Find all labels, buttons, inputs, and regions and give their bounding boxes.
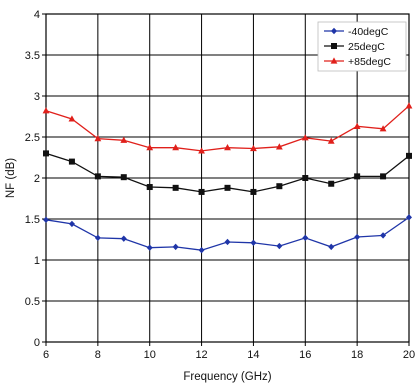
- x-tick-label-6: 6: [43, 349, 49, 361]
- point-85degc-x18: [353, 122, 361, 129]
- point-85degc-x17: [327, 137, 335, 144]
- point-25degc-x6: [43, 150, 49, 157]
- point-85degc-x10: [146, 144, 154, 151]
- legend: -40degC 25degC +85degC: [317, 21, 407, 72]
- point-25degc-x17: [328, 180, 335, 187]
- series-25degc: [43, 150, 412, 195]
- x-axis-ticks: 6 8 10 12 14 16 18 20: [43, 342, 415, 361]
- point-40degc-x8: [94, 234, 101, 242]
- point-25degc-x12: [198, 188, 205, 195]
- point-25degc-x10: [146, 184, 153, 191]
- point-40degc-x19: [380, 232, 387, 239]
- point-85degc-x9: [120, 136, 128, 143]
- point-40degc-x10: [146, 244, 153, 251]
- point-40degc-x14: [250, 239, 257, 246]
- series-85degc: [42, 102, 413, 154]
- point-25degc-x13: [224, 184, 231, 191]
- point-40degc-x6: [43, 216, 49, 224]
- point-25degc-x11: [172, 184, 179, 191]
- point-40degc-x13: [224, 238, 231, 246]
- point-85degc-x16: [301, 134, 309, 141]
- point-25degc-x16: [302, 175, 309, 181]
- legend-marker-85degc: [330, 57, 338, 64]
- y-tick-label-3: 3: [34, 91, 40, 103]
- point-25degc-x15: [276, 183, 283, 190]
- point-40degc-x15: [276, 242, 283, 250]
- point-40degc-x9: [120, 235, 127, 242]
- point-25degc-x7: [68, 158, 75, 165]
- point-85degc-x6: [42, 107, 50, 114]
- point-40degc-x11: [172, 243, 179, 251]
- point-85degc-x12: [198, 147, 205, 154]
- y-tick-label-1-5: 1.5: [25, 214, 40, 226]
- x-axis-title: Frequency (GHz): [183, 371, 271, 383]
- x-tick-label-16: 16: [299, 349, 311, 361]
- y-tick-label-2-5: 2.5: [25, 132, 40, 144]
- point-85degc-x15: [275, 143, 283, 150]
- point-85degc-x13: [224, 144, 231, 151]
- point-40degc-x20: [406, 214, 412, 221]
- point-85degc-x11: [172, 144, 180, 151]
- point-25degc-x8: [94, 173, 101, 180]
- series-layer: [42, 102, 413, 254]
- y-tick-label-3-5: 3.5: [25, 50, 40, 62]
- legend-label-40degc: -40degC: [348, 26, 389, 38]
- legend-marker-40degc: [331, 27, 337, 35]
- point-40degc-x12: [198, 246, 205, 254]
- point-25degc-x19: [380, 173, 387, 180]
- point-25degc-x9: [120, 174, 127, 181]
- y-tick-label-2: 2: [34, 173, 40, 185]
- point-40degc-x7: [68, 220, 75, 228]
- y-tick-label-0-5: 0.5: [25, 296, 40, 308]
- series-40degc: [43, 214, 412, 254]
- point-25degc-x14: [250, 188, 257, 195]
- point-40degc-x16: [302, 234, 309, 242]
- y-tick-label-1: 1: [34, 255, 40, 267]
- point-85degc-x7: [68, 115, 76, 122]
- x-tick-label-20: 20: [403, 349, 415, 361]
- legend-label-25degc: 25degC: [348, 41, 385, 53]
- x-tick-label-18: 18: [351, 349, 363, 361]
- point-85degc-x8: [94, 135, 102, 142]
- legend-items: -40degC 25degC +85degC: [324, 26, 391, 68]
- point-25degc-x20: [406, 152, 412, 159]
- y-axis-title: NF (dB): [5, 158, 17, 198]
- y-tick-label-4: 4: [34, 9, 40, 21]
- x-tick-label-14: 14: [247, 349, 259, 361]
- point-25degc-x18: [354, 173, 361, 180]
- point-85degc-x20: [405, 102, 413, 109]
- point-40degc-x18: [354, 233, 361, 241]
- y-tick-label-0: 0: [34, 337, 40, 349]
- legend-label-85degc: +85degC: [348, 56, 391, 68]
- point-40degc-x17: [328, 243, 335, 251]
- y-axis-ticks: 0 0.5 1 1.5 2 2.5 3 3.5 4: [25, 9, 46, 349]
- point-85degc-x19: [379, 125, 387, 132]
- legend-marker-25degc: [331, 43, 337, 49]
- point-85degc-x14: [250, 144, 257, 152]
- series-line-40degc: [45, 216, 410, 251]
- x-tick-label-8: 8: [95, 349, 101, 361]
- x-tick-label-10: 10: [144, 349, 156, 361]
- x-tick-label-12: 12: [195, 349, 207, 361]
